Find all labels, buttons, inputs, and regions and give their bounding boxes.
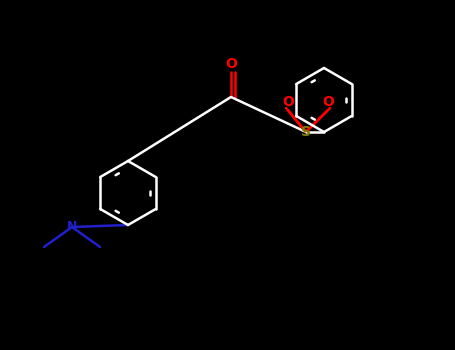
- Text: O: O: [225, 57, 237, 71]
- Text: O: O: [322, 95, 334, 109]
- Text: N: N: [67, 220, 77, 233]
- Text: S: S: [301, 125, 311, 139]
- Text: O: O: [282, 95, 294, 109]
